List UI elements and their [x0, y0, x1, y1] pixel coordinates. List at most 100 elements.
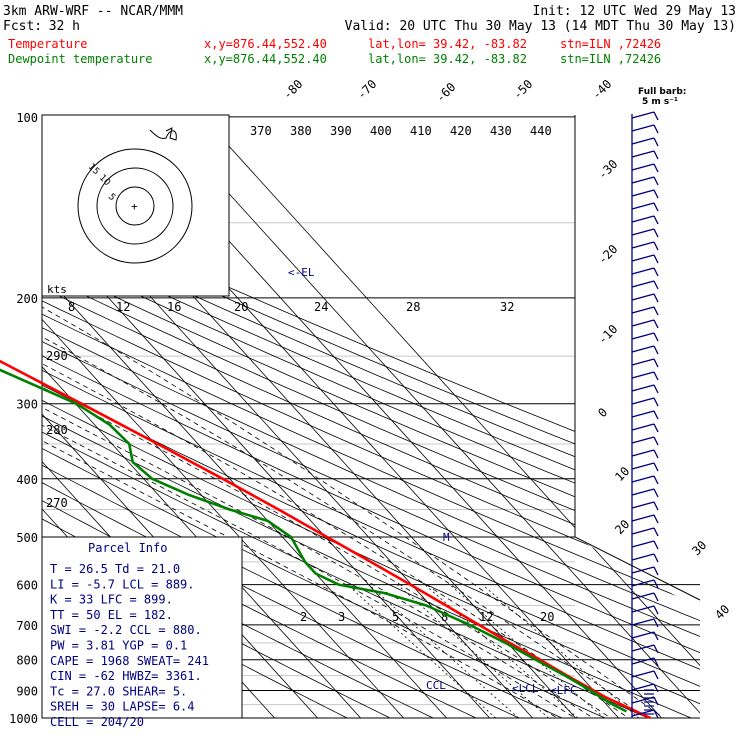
theta-label: 290	[46, 349, 68, 363]
moist-adiabat-label: 24	[314, 300, 328, 314]
wind-barb	[653, 111, 659, 121]
pressure-tick-600: 600	[16, 579, 38, 593]
wind-barb	[631, 345, 655, 353]
wind-barb	[653, 410, 659, 420]
isotherm-label: -40	[589, 77, 614, 102]
wind-barb	[653, 436, 659, 446]
dry-adiabat	[42, 116, 700, 718]
legend-dewpoint-stn: stn=ILN ,72426	[560, 52, 661, 66]
dry-adiabat	[42, 116, 635, 718]
isotherm	[159, 116, 700, 718]
wind-barb	[653, 423, 659, 433]
wind-barb	[653, 241, 659, 251]
wind-barb	[631, 514, 655, 522]
theta-label: 410	[410, 124, 432, 138]
wind-barb	[653, 540, 659, 550]
valid-time: Valid: 20 UTC Thu 30 May 13 (14 MDT Thu …	[345, 19, 736, 34]
wind-barb	[653, 293, 659, 303]
wind-barb	[653, 124, 659, 134]
wind-barb	[653, 358, 659, 368]
wind-barb	[653, 189, 659, 199]
theta-label: 400	[370, 124, 392, 138]
wind-barb	[653, 202, 659, 212]
parcel-info-row: LI = -5.7 LCL = 889.	[50, 577, 195, 591]
wind-barb	[631, 605, 655, 613]
theta-label: 430	[490, 124, 512, 138]
wind-barb	[653, 566, 659, 576]
wind-barb	[631, 319, 655, 327]
wind-barb	[653, 683, 659, 693]
isotherm-label: 40	[712, 602, 732, 622]
model-title: 3km ARW-WRF -- NCAR/MMM	[3, 4, 183, 19]
wind-barb	[631, 358, 655, 366]
moist-adiabat	[42, 297, 579, 718]
hodograph-inset: + 5 10 15 kts	[41, 114, 230, 297]
legend-temperature-xy: x,y=876.44,552.40	[204, 37, 327, 51]
parcel-info-row: SREH = 30 LAPSE= 6.4	[50, 700, 195, 714]
wind-barb	[631, 306, 655, 314]
wind-barb	[653, 176, 659, 186]
wind-barb	[653, 163, 659, 173]
moist-adiabat-label: 28	[406, 300, 420, 314]
wind-barb	[653, 501, 659, 511]
pressure-tick-400: 400	[16, 473, 38, 487]
wind-barb	[631, 501, 655, 509]
isotherm-label: -10	[595, 322, 620, 347]
wind-barb	[631, 293, 655, 301]
wind-barb	[653, 631, 659, 641]
init-time: Init: 12 UTC Wed 29 May 13	[533, 4, 737, 19]
theta-label: 270	[46, 496, 68, 510]
legend-temperature-latlon: lat,lon= 39.42, -83.82	[368, 37, 527, 51]
wind-barb	[653, 579, 659, 589]
wind-barb	[631, 436, 655, 444]
moist-adiabat-label: 32	[500, 300, 514, 314]
moist-adiabat-label: 16	[167, 300, 181, 314]
moist-adiabat	[42, 297, 631, 718]
right-frame	[574, 115, 701, 601]
isotherm-label: -50	[510, 77, 535, 102]
wind-barb	[631, 644, 655, 652]
temperature-profile	[0, 359, 651, 720]
wind-barb	[653, 462, 659, 472]
parcel-info-title: Parcel Info	[88, 541, 167, 555]
parcel-info-row: PW = 3.81 YGP = 0.1	[50, 639, 187, 653]
theta-label: 420	[450, 124, 472, 138]
parcel-info-row: K = 33 LFC = 899.	[50, 593, 173, 607]
dry-adiabat	[42, 116, 700, 718]
hodograph-trace	[149, 127, 177, 141]
pressure-tick-500: 500	[16, 531, 38, 545]
wind-barb	[631, 371, 655, 379]
lcl-annotation: <LCL	[512, 682, 539, 695]
theta-label: 440	[530, 124, 552, 138]
hodograph-ring-5: 5	[106, 192, 117, 203]
wind-barb	[653, 618, 659, 628]
moist-adiabat-label: 12	[116, 300, 130, 314]
sounding-profiles	[0, 359, 651, 720]
wind-barb	[653, 592, 659, 602]
lfc-annotation: <LFC	[550, 684, 577, 697]
mixing-ratio-line	[424, 584, 579, 718]
wind-barb	[631, 241, 655, 249]
wind-barb	[631, 228, 655, 236]
wind-barb	[653, 605, 659, 615]
wind-barb	[631, 176, 655, 184]
wind-barb	[631, 670, 655, 678]
dry-adiabat	[42, 116, 700, 718]
wind-barb	[631, 111, 655, 119]
wind-barb	[631, 527, 655, 535]
wind-barb	[631, 254, 655, 262]
wind-barb	[653, 709, 659, 719]
hodograph-unit: kts	[47, 283, 67, 296]
wind-barb	[653, 345, 659, 355]
m-annotation: M	[443, 531, 450, 544]
hodograph-center-mark: +	[131, 200, 138, 213]
isotherm	[42, 116, 404, 718]
wind-barb	[653, 449, 659, 459]
wind-barb	[653, 254, 659, 264]
dry-adiabat	[42, 116, 700, 718]
parcel-info-panel: Parcel Info T = 26.5 Td = 21.0LI = -5.7 …	[41, 536, 243, 729]
isotherm-label: -30	[595, 157, 620, 182]
wind-barb	[653, 371, 659, 381]
